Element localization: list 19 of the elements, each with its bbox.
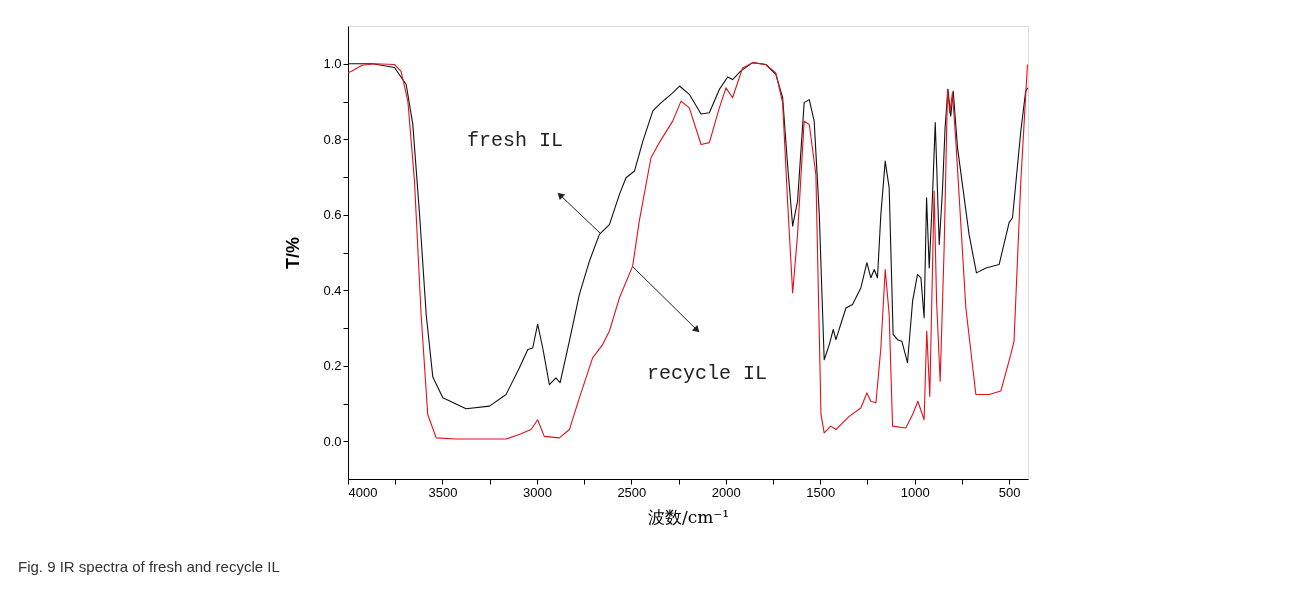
x-tick-label: 2500: [617, 484, 647, 500]
y-tick-label: 0.4: [323, 282, 342, 298]
annotation: recycle IL: [646, 362, 768, 385]
annotation: fresh IL: [466, 129, 564, 152]
y-tick-label: 1.0: [323, 56, 342, 72]
y-tick-label: 0.0: [323, 433, 342, 449]
y-tick-label: 0.2: [323, 358, 342, 374]
caption: Fig. 9 IR spectra of fresh and recycle IL: [18, 558, 280, 575]
x-tick-label: 1000: [900, 484, 930, 500]
x-tick-label: 3500: [428, 484, 458, 500]
y-tick-label: 0.8: [323, 131, 342, 147]
x-axis-title: 波数/cm⁻¹: [647, 506, 730, 527]
x-tick-label: 1500: [806, 484, 836, 500]
y-axis-title: T/%: [283, 236, 304, 270]
x-tick-label: 4000: [348, 484, 378, 500]
x-tick-label: 3000: [522, 484, 552, 500]
y-tick-label: 0.6: [323, 207, 342, 223]
x-tick-label: 500: [998, 484, 1021, 500]
x-tick-label: 2000: [711, 484, 741, 500]
